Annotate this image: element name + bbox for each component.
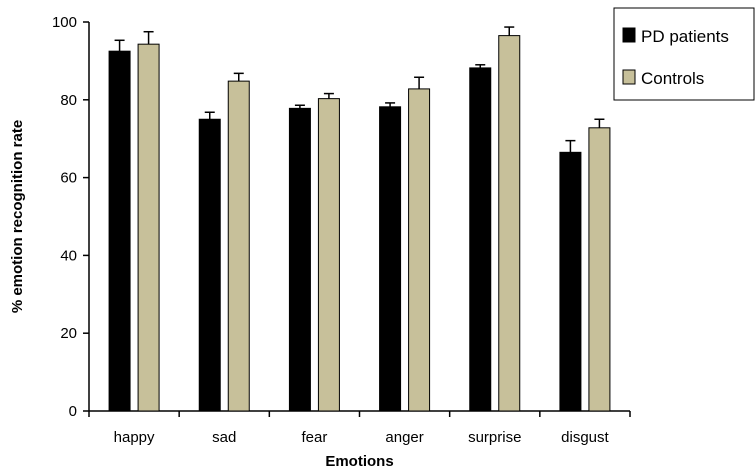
bar-pd-patients-fear [288, 107, 311, 412]
bar-pd-patients-surprise [469, 67, 492, 412]
bar-pd-patients-disgust [559, 151, 582, 412]
y-tick-label: 20 [60, 325, 77, 342]
bar-controls-anger [408, 88, 431, 412]
x-category-label: happy [114, 429, 155, 446]
y-tick-label: 100 [52, 14, 77, 31]
x-axis-title: Emotions [325, 453, 393, 470]
bar-pd-patients-anger [379, 106, 402, 412]
x-category-label: sad [212, 429, 236, 446]
legend-swatch-controls [622, 69, 636, 85]
bar-controls-fear [317, 98, 340, 412]
legend: PD patients Controls [613, 7, 755, 101]
bars [108, 26, 611, 412]
bar-controls-disgust [588, 127, 611, 412]
bar-pd-patients-happy [108, 50, 131, 412]
y-axis: 0 20 40 60 80 100 [52, 14, 90, 420]
x-category-label: fear [301, 429, 327, 446]
bar-controls-sad [227, 80, 250, 412]
y-tick-label: 80 [60, 92, 77, 109]
legend-box [613, 7, 755, 101]
x-category-label: disgust [561, 429, 609, 446]
legend-label-controls: Controls [641, 69, 704, 88]
legend-swatch-pd-patients [622, 27, 636, 43]
bar-pd-patients-sad [198, 118, 221, 412]
y-tick-label: 40 [60, 247, 77, 264]
y-tick-label: 0 [69, 403, 77, 420]
x-axis: happy sad fear anger surprise disgust [88, 410, 631, 446]
y-axis-title: % emotion recognition rate [9, 120, 26, 313]
x-category-label: anger [385, 429, 423, 446]
bar-controls-surprise [498, 35, 521, 412]
legend-label-pd-patients: PD patients [641, 27, 729, 46]
bar-controls-happy [137, 43, 160, 412]
x-category-label: surprise [468, 429, 521, 446]
y-tick-label: 60 [60, 170, 77, 187]
